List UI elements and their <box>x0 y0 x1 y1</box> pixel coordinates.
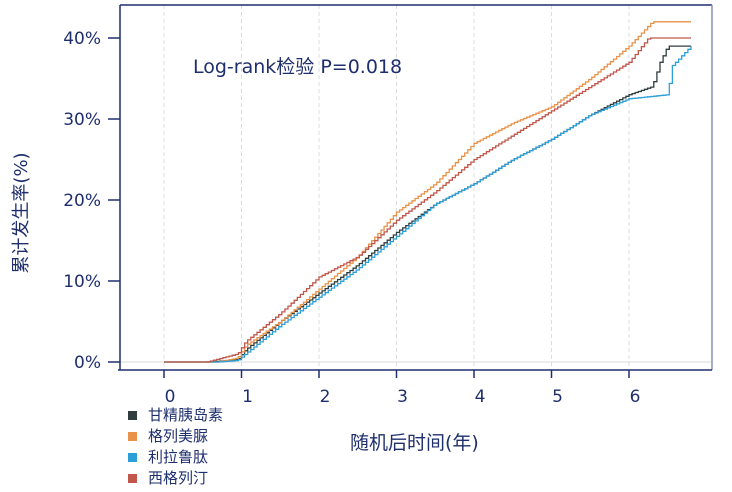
axes: 0 1 2 3 4 5 6 0% 10% 20% 30% 40% <box>63 4 713 407</box>
y-tick-label: 0% <box>74 353 101 373</box>
y-tick-label: 30% <box>63 110 101 130</box>
y-axis-label: 累计发生率(%) <box>11 152 32 274</box>
series-group <box>164 21 692 363</box>
series-line-甘精胰岛素 <box>164 45 691 363</box>
legend-label: 格列美脲 <box>148 427 209 445</box>
y-tick-label: 10% <box>63 272 101 292</box>
x-tick-label: 5 <box>552 387 563 407</box>
y-tick-label: 20% <box>63 191 101 211</box>
x-axis-label: 随机后时间(年) <box>350 432 479 454</box>
gridlines <box>120 5 712 370</box>
series-line-西格列汀 <box>164 37 691 363</box>
x-tick-label: 0 <box>165 387 176 407</box>
legend-item: 格列美脲 <box>128 426 223 447</box>
x-tick-label: 6 <box>630 387 641 407</box>
legend-item: 利拉鲁肽 <box>128 447 223 468</box>
legend: 甘精胰岛素 格列美脲 利拉鲁肽 西格列汀 <box>128 405 223 489</box>
series-line-利拉鲁肽 <box>164 46 692 363</box>
legend-item: 甘精胰岛素 <box>128 405 223 426</box>
annotation-logrank: Log-rank检验 P=0.018 <box>193 56 403 78</box>
x-tick-label: 2 <box>320 387 331 407</box>
x-tick-label: 1 <box>242 387 253 407</box>
x-tick-label: 4 <box>475 387 486 407</box>
legend-swatch <box>128 432 137 441</box>
legend-label: 甘精胰岛素 <box>148 406 224 424</box>
x-tick-label: 3 <box>397 387 408 407</box>
legend-label: 利拉鲁肽 <box>148 448 209 466</box>
legend-swatch <box>128 474 137 483</box>
y-tick-label: 40% <box>63 29 101 49</box>
legend-swatch <box>128 411 137 420</box>
series-line-格列美脲 <box>164 21 691 363</box>
legend-label: 西格列汀 <box>148 469 209 487</box>
legend-item: 西格列汀 <box>128 468 223 489</box>
legend-swatch <box>128 453 137 462</box>
